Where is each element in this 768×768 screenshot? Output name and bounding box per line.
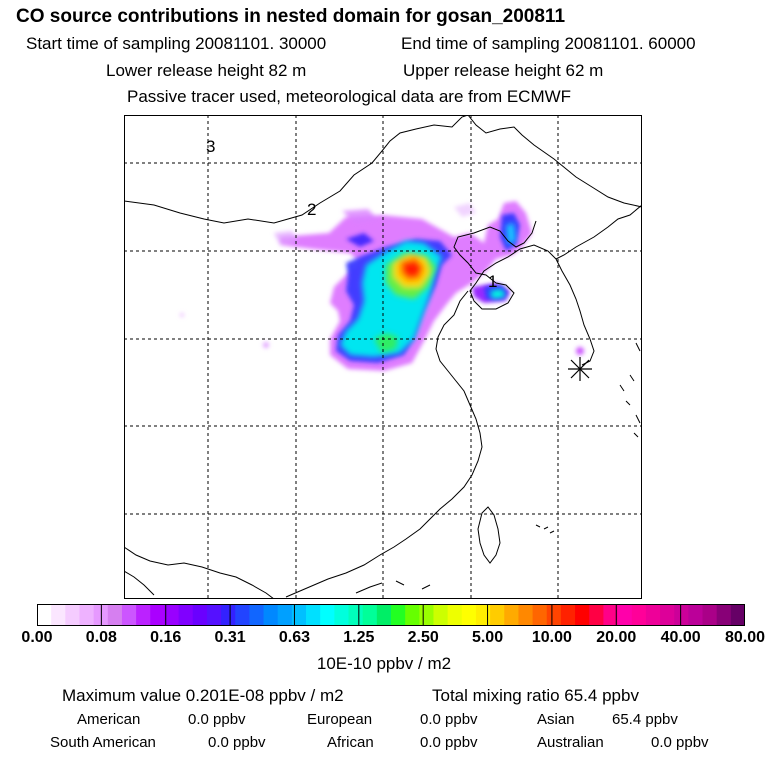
european-label: European xyxy=(307,711,373,728)
colorbar-cell xyxy=(235,604,250,626)
colorbar-tick-label: 5.00 xyxy=(471,629,504,646)
colorbar-cell xyxy=(221,604,236,626)
concentration-field xyxy=(180,201,584,371)
colorbar-frame xyxy=(37,604,745,626)
receptor-marker-icon xyxy=(568,357,592,381)
colorbar-cell xyxy=(645,604,661,626)
start-time-label: Start time of sampling 20081101. 30000 xyxy=(26,34,327,53)
colorbar-cell xyxy=(575,604,590,626)
colorbar-cell xyxy=(660,604,675,626)
end-time-label: End time of sampling 20081101. 60000 xyxy=(401,34,696,53)
colorbar-cell xyxy=(730,604,745,626)
page-title: CO source contributions in nested domain… xyxy=(16,6,566,27)
european-value: 0.0 ppbv xyxy=(420,711,478,728)
colorbar-cell xyxy=(178,604,194,626)
colorbar-cell xyxy=(150,604,166,626)
colorbar-tick-label: 0.00 xyxy=(21,629,53,646)
african-value: 0.0 ppbv xyxy=(420,734,478,751)
australian-value: 0.0 ppbv xyxy=(651,734,709,751)
colorbar-cell xyxy=(603,604,619,626)
colorbar-dividers xyxy=(100,604,682,626)
colorbar-cell xyxy=(192,604,208,626)
colorbar-cell xyxy=(688,604,704,626)
tracer-note: Passive tracer used, meteorological data… xyxy=(127,87,572,106)
colorbar-cell xyxy=(631,604,647,626)
colorbar-cell xyxy=(617,604,633,626)
colorbar-tick-label: 2.50 xyxy=(407,629,439,646)
colorbar-cell xyxy=(419,604,435,626)
colorbar-tick-label: 40.00 xyxy=(660,629,701,646)
graticule xyxy=(124,115,642,599)
colorbar xyxy=(37,604,745,626)
colorbar-cell xyxy=(249,604,265,626)
colorbar-cell xyxy=(306,604,321,626)
colorbar-cell xyxy=(263,604,279,626)
colorbar-cells xyxy=(37,604,745,626)
nest-label-2: 2 xyxy=(307,200,316,219)
max-value-label: Maximum value 0.201E-08 ppbv / m2 xyxy=(62,686,344,705)
lower-release-label: Lower release height 82 m xyxy=(106,61,307,80)
map-panel: 3 2 1 xyxy=(124,115,642,599)
colorbar-cell xyxy=(51,604,66,626)
colorbar-tick-label: 20.00 xyxy=(596,629,637,646)
colorbar-cell xyxy=(107,604,123,626)
south-american-value: 0.0 ppbv xyxy=(208,734,266,751)
colorbar-cell xyxy=(320,604,335,626)
colorbar-tick-label: 80.00 xyxy=(724,629,766,646)
colorbar-cell xyxy=(79,604,95,626)
colorbar-cell xyxy=(589,604,604,626)
colorbar-tick-label: 0.31 xyxy=(214,629,246,646)
colorbar-cell xyxy=(504,604,520,626)
american-value: 0.0 ppbv xyxy=(188,711,246,728)
african-label: African xyxy=(327,734,374,751)
colorbar-cell xyxy=(164,604,180,626)
total-mixing-ratio-label: Total mixing ratio 65.4 ppbv xyxy=(432,686,639,705)
australian-label: Australian xyxy=(537,734,604,751)
colorbar-cell xyxy=(376,604,392,626)
nest-label-1: 1 xyxy=(488,272,497,291)
map-frame xyxy=(124,115,642,599)
colorbar-cell xyxy=(674,604,689,626)
colorbar-cell xyxy=(334,604,350,626)
colorbar-cell xyxy=(433,604,449,626)
south-american-label: South American xyxy=(50,734,156,751)
colorbar-cell xyxy=(405,604,420,626)
colorbar-cell xyxy=(546,604,562,626)
colorbar-cell xyxy=(475,604,491,626)
colorbar-tick-label: 0.08 xyxy=(85,629,117,646)
colorbar-cell xyxy=(716,604,732,626)
colorbar-cell xyxy=(532,604,548,626)
colorbar-cell xyxy=(362,604,378,626)
colorbar-cell xyxy=(291,604,307,626)
colorbar-unit-label: 10E-10 ppbv / m2 xyxy=(316,654,452,673)
colorbar-cell xyxy=(206,604,222,626)
upper-release-label: Upper release height 62 m xyxy=(403,61,604,80)
coastlines xyxy=(124,115,642,599)
colorbar-cell xyxy=(447,604,463,626)
colorbar-cell xyxy=(560,604,576,626)
colorbar-cell xyxy=(37,604,52,626)
colorbar-tick-label: 10.00 xyxy=(531,629,572,646)
colorbar-cell xyxy=(348,604,364,626)
colorbar-cell xyxy=(702,604,718,626)
colorbar-tick-label: 0.16 xyxy=(150,629,182,646)
colorbar-cell xyxy=(461,604,477,626)
colorbar-cell xyxy=(121,604,137,626)
asian-value: 65.4 ppbv xyxy=(612,711,678,728)
colorbar-cell xyxy=(277,604,293,626)
colorbar-cell xyxy=(65,604,81,626)
nest-label-3: 3 xyxy=(206,137,215,156)
plume-peak xyxy=(403,261,422,277)
colorbar-cell xyxy=(391,604,406,626)
colorbar-cell xyxy=(518,604,534,626)
asian-label: Asian xyxy=(537,711,575,728)
american-label: American xyxy=(77,711,141,728)
colorbar-cell xyxy=(490,604,505,626)
colorbar-tick-label: 1.25 xyxy=(343,629,375,646)
colorbar-tick-label: 0.63 xyxy=(278,629,311,646)
colorbar-cell xyxy=(136,604,151,626)
